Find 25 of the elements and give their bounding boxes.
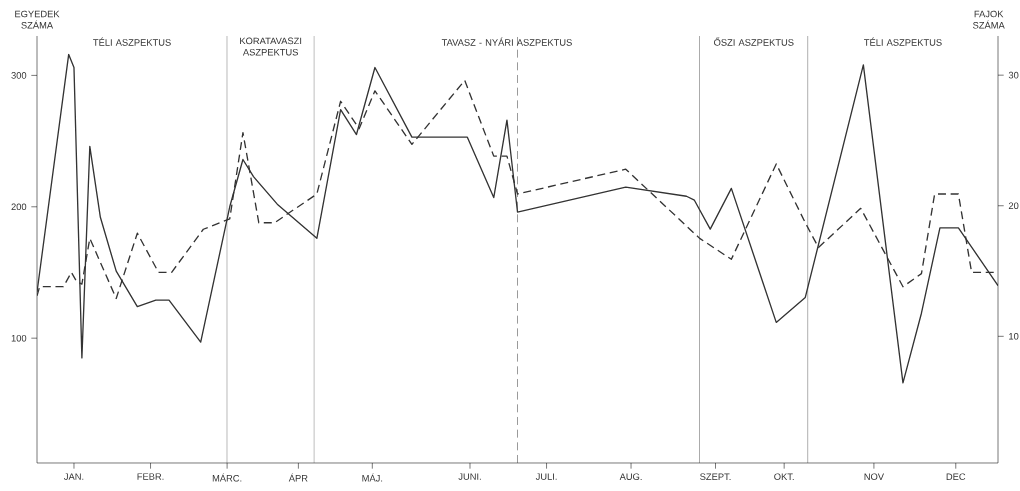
x-tick-label: SZEPT.	[700, 473, 731, 480]
x-tick-label: DEC	[946, 473, 966, 480]
annotation: TAVASZ - NYÁRI ASZPEKTUS	[441, 37, 572, 46]
x-tick-label: OKT.	[774, 473, 794, 480]
x-tick-label: MÁJ.	[362, 473, 383, 482]
x-tick-label: JULI.	[535, 473, 557, 480]
x-tick-label: NOV	[864, 473, 884, 480]
y2-axis-title: FAJOK SZÁMA	[973, 10, 1005, 29]
annotation: ŐSZI ASZPEKTUS	[714, 37, 794, 46]
x-tick-label: JUNI.	[458, 473, 481, 480]
x-tick-label: FEBR.	[137, 473, 164, 480]
x-tick-label: JAN.	[64, 473, 84, 480]
y2-tick-label: 30	[1008, 71, 1019, 79]
annotation: TÉLI ASZPEKTUS	[864, 37, 942, 46]
y-axis-title: EGYEDEK SZÁMA	[15, 10, 60, 29]
x-tick-label: AUG.	[619, 473, 642, 480]
y2-tick-label: 10	[1009, 333, 1019, 340]
y-tick-label: 300	[11, 72, 27, 79]
x-tick-label: MÁRC.	[212, 473, 242, 482]
y-tick-label: 200	[11, 203, 27, 211]
x-tick-label: ÁPR	[288, 473, 308, 482]
y-tick-label: 100	[11, 334, 27, 342]
annotation: TÉLI ASZPEKTUS	[93, 37, 171, 46]
y2-tick-label: 20	[1008, 202, 1019, 210]
annotation: KORATAVASZI ASZPEKTUS	[240, 37, 302, 56]
